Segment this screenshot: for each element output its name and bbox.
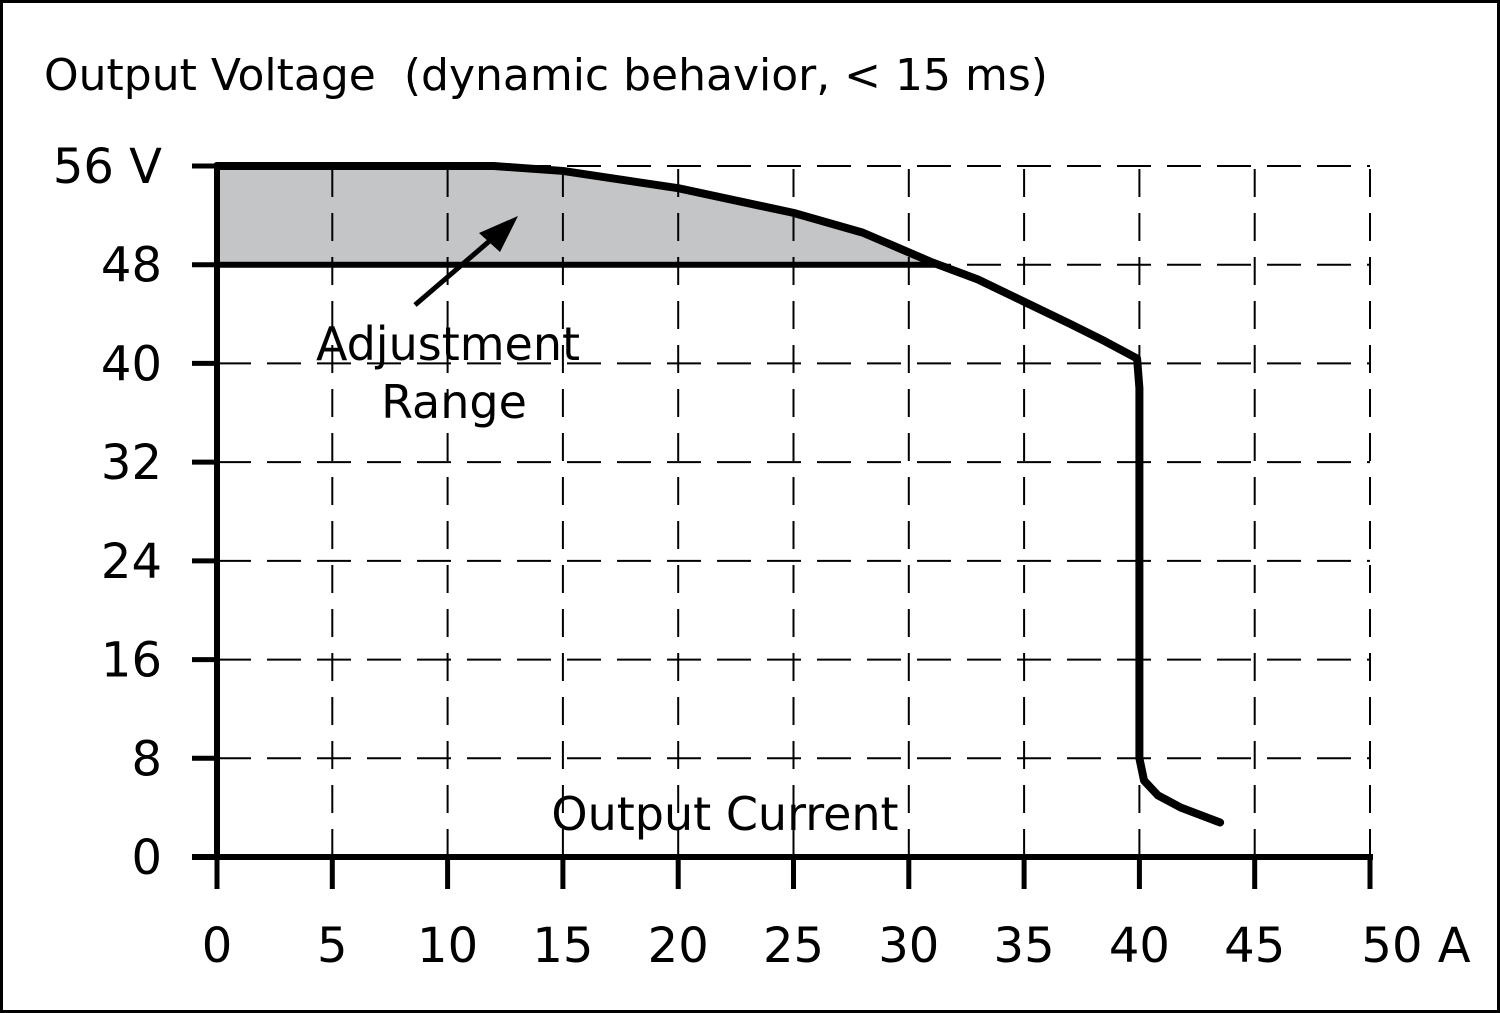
y-tick-label: 0 [131,830,162,886]
x-tick-label: 0 [202,918,233,974]
x-tick-label: 10 [417,918,478,974]
output-voltage-curve [213,162,1225,827]
y-tick-label: 40 [101,336,162,392]
x-tick-label: 45 [1224,918,1285,974]
y-tick-label: 8 [131,731,162,787]
chart-title: Output Voltage (dynamic behavior, < 15 m… [44,50,1048,101]
annotation-line-1: Adjustment [316,317,580,371]
adjustment-range-area [217,166,939,265]
x-tick-label: 25 [763,918,824,974]
x-axis-label: Output Current [551,787,898,841]
x-tick-label: 5 [317,918,348,974]
x-tick-label: 50 A [1361,918,1470,974]
x-tick-label: 30 [878,918,939,974]
y-tick-label: 24 [101,534,162,590]
x-tick-label: 35 [994,918,1055,974]
annotation-arrow [413,216,518,307]
y-tick-label: 48 [101,238,162,294]
annotation-line-2: Range [381,375,527,429]
x-tick-label: 15 [532,918,593,974]
y-tick-label: 16 [101,633,162,689]
y-tick-label: 32 [101,435,162,491]
y-tick-label: 56 V [53,139,162,195]
x-tick-label: 20 [648,918,709,974]
x-tick-label: 40 [1109,918,1170,974]
